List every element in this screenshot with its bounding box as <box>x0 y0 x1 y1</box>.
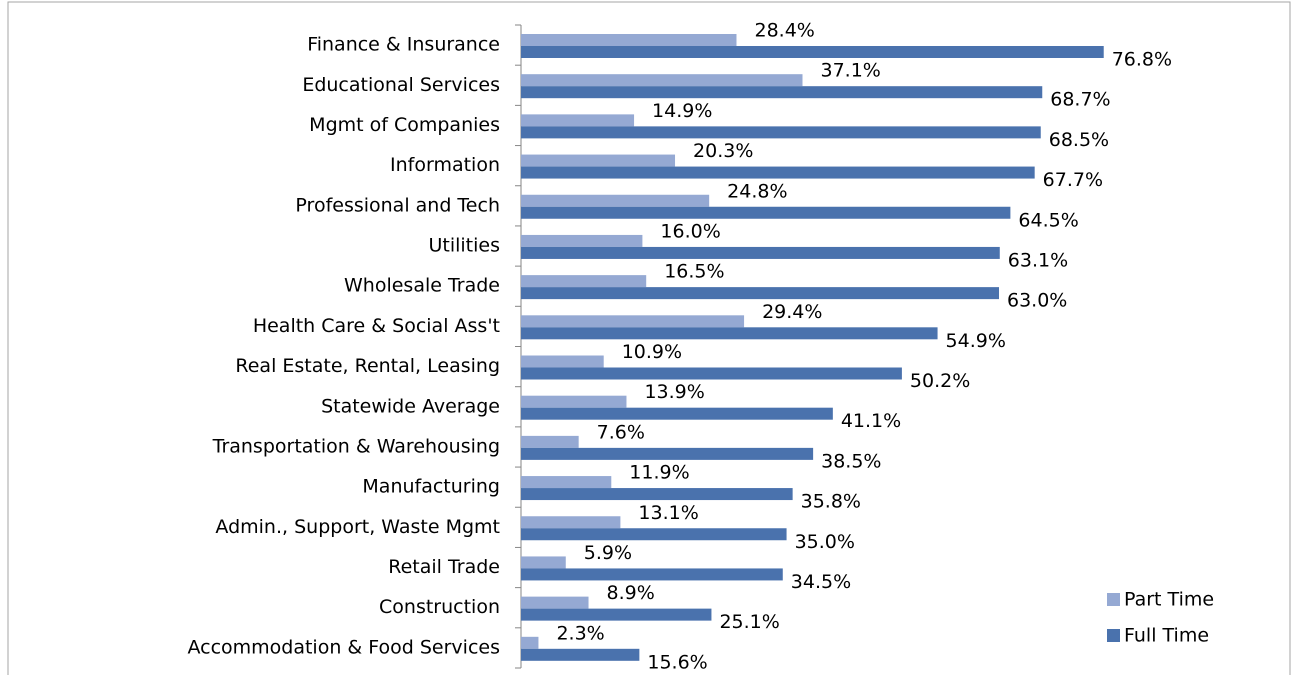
bar <box>521 194 710 207</box>
value-label: 13.1% <box>638 502 698 524</box>
bar <box>521 126 1041 139</box>
value-label: 67.7% <box>1043 169 1103 191</box>
bar <box>521 407 833 420</box>
value-label: 63.0% <box>1007 290 1067 312</box>
bar <box>521 34 737 46</box>
value-label: 25.1% <box>719 611 779 633</box>
bar <box>521 327 938 340</box>
value-label: 8.9% <box>607 582 655 604</box>
bar <box>521 516 621 529</box>
category-label: Utilities <box>428 235 500 257</box>
value-label: 28.4% <box>754 20 814 42</box>
category-label: Retail Trade <box>388 556 500 578</box>
bar <box>521 596 589 609</box>
bar <box>521 447 814 460</box>
value-label: 35.8% <box>801 491 861 513</box>
bar <box>521 86 1043 99</box>
category-label: Statewide Average <box>321 395 500 417</box>
bar <box>521 114 635 127</box>
value-label: 20.3% <box>693 140 753 162</box>
value-label: 10.9% <box>622 341 682 363</box>
bar <box>521 528 787 541</box>
legend-swatch <box>1107 593 1120 606</box>
category-label: Accommodation & Food Services <box>187 636 500 658</box>
value-label: 13.9% <box>644 381 704 403</box>
bar <box>521 46 1104 58</box>
value-label: 37.1% <box>820 60 880 82</box>
bar <box>521 315 745 328</box>
bar <box>521 287 1000 300</box>
value-label: 2.3% <box>556 622 604 644</box>
bar <box>521 367 902 380</box>
bar <box>521 234 643 247</box>
value-label: 41.1% <box>841 410 901 432</box>
value-label: 54.9% <box>946 330 1006 352</box>
bar <box>521 74 803 87</box>
legend-label: Part Time <box>1124 589 1214 611</box>
category-label: Health Care & Social Ass't <box>253 315 500 337</box>
category-label: Educational Services <box>302 74 500 96</box>
category-label: Construction <box>379 596 500 618</box>
bar <box>521 435 579 448</box>
value-label: 29.4% <box>762 301 822 323</box>
value-label: 24.8% <box>727 180 787 202</box>
category-label: Admin., Support, Waste Mgmt <box>215 516 500 538</box>
value-label: 11.9% <box>629 462 689 484</box>
value-label: 14.9% <box>652 100 712 122</box>
legend-label: Full Time <box>1124 625 1209 647</box>
bar <box>521 488 793 501</box>
value-label: 16.5% <box>664 261 724 283</box>
value-label: 38.5% <box>821 450 881 472</box>
bar <box>521 154 676 167</box>
category-label: Real Estate, Rental, Leasing <box>235 355 500 377</box>
bar <box>521 476 612 489</box>
bar <box>521 636 539 649</box>
value-label: 68.5% <box>1049 129 1109 151</box>
category-label: Transportation & Warehousing <box>212 435 500 457</box>
value-label: 5.9% <box>584 542 632 564</box>
bar <box>521 355 604 368</box>
value-label: 68.7% <box>1050 89 1110 111</box>
value-label: 63.1% <box>1008 249 1068 271</box>
value-label: 50.2% <box>910 370 970 392</box>
category-label: Information <box>390 154 500 176</box>
value-label: 34.5% <box>791 571 851 593</box>
chart-frame <box>7 1 1291 675</box>
bar <box>521 206 1011 219</box>
value-label: 35.0% <box>795 531 855 553</box>
value-label: 7.6% <box>597 421 645 443</box>
bar <box>521 648 640 661</box>
bar <box>521 556 566 569</box>
value-label: 16.0% <box>660 220 720 242</box>
bar <box>521 568 783 581</box>
bar <box>521 395 627 408</box>
legend-swatch <box>1107 629 1120 642</box>
category-label: Manufacturing <box>362 476 500 498</box>
bar <box>521 246 1000 259</box>
value-label: 64.5% <box>1018 209 1078 231</box>
category-label: Mgmt of Companies <box>309 114 500 136</box>
bar <box>521 275 647 288</box>
bar <box>521 608 712 621</box>
value-label: 15.6% <box>647 651 707 673</box>
category-label: Wholesale Trade <box>344 275 500 297</box>
value-label: 76.8% <box>1112 49 1172 71</box>
category-label: Finance & Insurance <box>307 34 500 56</box>
category-label: Professional and Tech <box>295 194 500 216</box>
bar <box>521 166 1035 179</box>
